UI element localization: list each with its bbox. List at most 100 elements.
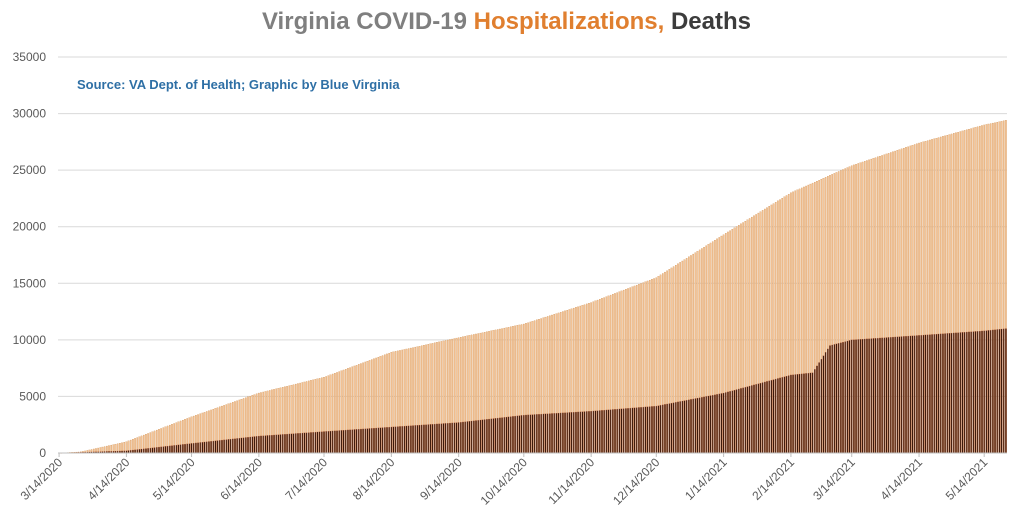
death-bar [939, 333, 942, 454]
death-bar [410, 425, 412, 454]
death-bar [145, 448, 147, 454]
death-bar [483, 419, 486, 454]
death-bar [549, 413, 551, 454]
death-bar [234, 438, 236, 454]
death-bar [342, 430, 345, 454]
death-bar [199, 442, 202, 454]
chart-title-part-3: Deaths [670, 8, 751, 35]
death-bar [738, 388, 740, 454]
death-bar [831, 344, 833, 454]
death-bar [542, 413, 545, 454]
death-bar [457, 422, 460, 454]
death-bar [392, 426, 395, 454]
death-bars [60, 328, 1007, 454]
death-bar [266, 435, 269, 454]
death-bar [169, 445, 171, 454]
death-bar [301, 432, 304, 454]
death-bar [475, 420, 477, 454]
death-bar [592, 410, 595, 454]
death-bar [729, 391, 731, 454]
death-bar [766, 381, 768, 454]
death-bar [970, 331, 972, 454]
death-bar [286, 433, 288, 454]
y-tick-label: 10000 [13, 333, 47, 347]
death-bar [681, 400, 684, 454]
death-bar [212, 440, 215, 454]
death-bar [955, 332, 957, 454]
death-bar [251, 436, 254, 454]
death-bar [705, 396, 708, 454]
death-bar [874, 338, 877, 454]
death-bar [501, 417, 503, 454]
death-bar [544, 413, 547, 454]
death-bar [926, 334, 929, 454]
death-bar [688, 399, 690, 454]
death-bar [197, 442, 199, 454]
death-bar [507, 416, 510, 454]
death-bar [188, 443, 191, 454]
death-bar [646, 406, 649, 454]
death-bar [249, 436, 251, 454]
death-bar [455, 422, 458, 454]
death-bar [436, 423, 438, 454]
death-bar [818, 362, 820, 454]
death-bar [340, 430, 343, 454]
death-bar [173, 445, 175, 454]
death-bar [840, 342, 842, 454]
death-bar [931, 334, 933, 454]
chart-title-part-1: Virginia COVID-19 [261, 8, 474, 35]
death-bar [229, 438, 232, 454]
death-bar [294, 433, 297, 454]
death-bar [166, 445, 169, 454]
death-bar [171, 445, 173, 454]
death-bar [863, 338, 866, 454]
death-bar [774, 378, 777, 454]
death-bar [271, 434, 273, 454]
death-bar [777, 378, 779, 454]
death-bar [449, 422, 451, 454]
death-bar [653, 406, 655, 454]
death-bar [327, 431, 330, 454]
x-tick-label: 1/14/2021 [682, 455, 730, 503]
death-bar [405, 425, 408, 454]
death-bar [360, 428, 362, 454]
death-bar [718, 393, 721, 454]
death-bar [920, 335, 923, 454]
death-bar [492, 418, 495, 454]
death-bar [579, 411, 582, 454]
death-bar [223, 439, 225, 454]
death-bar [364, 428, 367, 454]
death-bar [809, 372, 812, 454]
death-bar [158, 446, 160, 454]
death-bar [731, 390, 734, 454]
x-tick-label: 6/14/2020 [217, 455, 265, 503]
death-bar [138, 449, 141, 454]
death-bar [890, 337, 892, 454]
death-bar [216, 440, 219, 454]
death-bar [811, 372, 814, 454]
death-bar [952, 332, 955, 454]
death-bar [742, 387, 744, 454]
death-bar [672, 402, 675, 454]
death-bar [214, 440, 217, 454]
death-bar [848, 340, 851, 454]
death-bar [698, 397, 701, 454]
death-bar [386, 427, 388, 454]
death-bar [694, 398, 697, 454]
death-bar [336, 430, 338, 454]
death-bar [822, 355, 825, 454]
death-bar [620, 408, 623, 454]
death-bar [640, 407, 642, 454]
death-bar [316, 431, 319, 454]
death-bar [968, 331, 970, 454]
death-bar [288, 433, 291, 454]
death-bar [994, 329, 996, 454]
death-bar [842, 341, 844, 454]
death-bar [896, 336, 899, 454]
death-bar [260, 435, 262, 454]
death-bar [262, 435, 265, 454]
death-bar [992, 329, 994, 454]
death-bar [557, 412, 560, 454]
death-bar [512, 416, 514, 454]
death-bar [371, 428, 373, 454]
